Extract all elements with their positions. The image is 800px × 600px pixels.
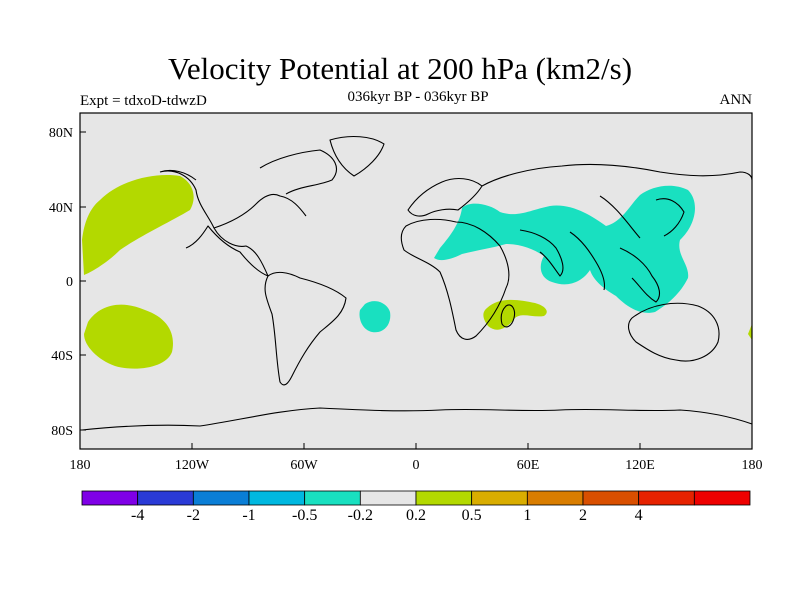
coastlines [81, 135, 753, 431]
colorbar-label: -4 [130, 507, 145, 524]
colorbar-label: 0.5 [461, 507, 482, 524]
axis-ticks [79, 131, 753, 449]
lat-tick-label: 40N [49, 201, 73, 216]
lon-tick-label: 120W [175, 458, 210, 473]
lon-tick-label: 0 [413, 458, 420, 473]
colorbar-swatch [192, 490, 250, 506]
map-title: Velocity Potential at 200 hPa (km2/s) [167, 51, 633, 86]
colorbar-swatch [137, 490, 194, 506]
map-subtitle: 036kyr BP - 036kyr BP [347, 89, 489, 105]
lat-labels: 80N 40N 0 40S 80S [49, 126, 73, 439]
colorbar-swatch [526, 490, 584, 506]
coast-north-america [159, 149, 337, 277]
colorbar-swatch [359, 490, 417, 506]
colorbar-label: 4 [634, 507, 643, 524]
lon-tick-label: 180 [742, 458, 763, 473]
positive-region-north-pacific [82, 175, 194, 275]
lon-tick-label: 180 [70, 458, 91, 473]
lon-tick-label: 120E [625, 458, 655, 473]
colorbar [81, 490, 751, 506]
negative-region-afro-asia [434, 185, 695, 313]
colorbar-label: 2 [579, 507, 587, 524]
season-label: ANN [719, 92, 753, 108]
colorbar-label: 1 [523, 507, 532, 524]
lon-tick-label: 60W [290, 458, 318, 473]
experiment-label: Expt = tdxoD-tdwzD [80, 93, 207, 109]
lat-tick-label: 80N [49, 126, 73, 141]
coast-antarctica [81, 407, 753, 431]
lat-tick-label: 0 [66, 275, 73, 290]
colorbar-label: -2 [186, 507, 200, 524]
positive-region-date-line [748, 324, 752, 340]
coast-madagascar [500, 304, 516, 328]
colorbar-swatch [415, 490, 473, 506]
positive-region-southern-africa [483, 299, 547, 330]
coast-greenland [329, 135, 385, 177]
negative-region-south-atlantic [359, 301, 391, 333]
contour-fills [82, 175, 752, 369]
lon-labels: 180 120W 60W 0 60E 120E 180 [70, 458, 763, 473]
lat-tick-label: 80S [51, 424, 73, 439]
colorbar-swatch [248, 490, 306, 506]
coast-australia [627, 302, 720, 362]
colorbar-swatch [471, 490, 528, 506]
coast-south-america [264, 271, 347, 386]
colorbar-swatch [693, 490, 751, 506]
colorbar-label: -0.2 [347, 507, 373, 524]
colorbar-label: -1 [242, 507, 256, 524]
lon-tick-label: 60E [517, 458, 540, 473]
colorbar-label: -0.5 [291, 507, 318, 524]
coast-africa [400, 218, 510, 340]
colorbar-swatch [638, 490, 695, 506]
colorbar-swatch [304, 490, 361, 506]
lat-tick-label: 40S [51, 349, 73, 364]
colorbar-swatch [582, 490, 640, 506]
coast-asia [481, 163, 753, 303]
coast-europe [407, 177, 483, 217]
positive-region-south-pacific [84, 304, 173, 369]
colorbar-swatch [81, 490, 139, 506]
colorbar-label: 0.2 [406, 507, 426, 524]
